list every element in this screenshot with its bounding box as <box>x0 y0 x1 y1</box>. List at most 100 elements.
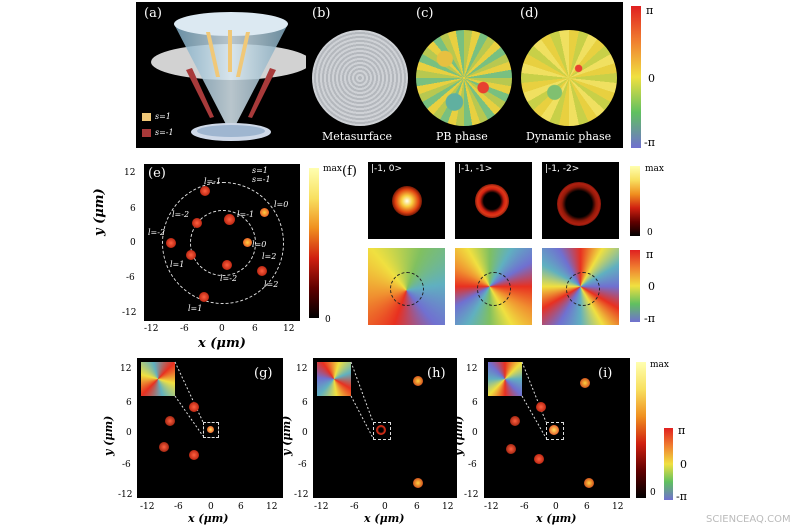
phase-f-mid: 0 <box>648 280 655 293</box>
f-phase-2 <box>455 248 532 325</box>
intensity-f-max: max <box>645 164 664 174</box>
e-ytick: 6 <box>130 204 136 214</box>
panel-c: (c) PB phase <box>412 2 516 148</box>
metasurface-caption: Metasurface <box>322 130 393 143</box>
i-ylabel: y (μm) <box>452 415 465 456</box>
spot <box>510 416 520 426</box>
spot <box>376 425 386 435</box>
inset-phase <box>317 362 351 396</box>
f-intensity-1: (f) |-1, 0> <box>342 162 445 239</box>
intensity-colorbar-f <box>630 166 640 236</box>
spot <box>413 478 423 488</box>
intensity-e-max: max <box>323 164 342 174</box>
state-label: |-1, 0> <box>371 164 402 174</box>
e-xtick: 0 <box>219 324 225 334</box>
phase-f-max: π <box>646 248 654 261</box>
g-ytick: 0 <box>126 428 132 438</box>
inset-phase <box>141 362 175 396</box>
panel-i-label: (i) <box>598 366 613 381</box>
donut-ring <box>557 182 601 226</box>
spot-label: l=-1 <box>204 177 222 186</box>
inset-box <box>373 422 391 440</box>
phase-top-mid: 0 <box>648 72 655 85</box>
i-ytick: 12 <box>466 364 478 374</box>
g-xtick: 0 <box>208 502 214 512</box>
spot <box>549 425 559 435</box>
watermark: SCIENCEAQ.COM <box>706 514 791 525</box>
spot-label: l=1 <box>170 260 185 269</box>
h-ylabel: y (μm) <box>280 415 293 456</box>
panel-f-label: (f) <box>342 164 357 179</box>
phase-colorbar-top <box>631 6 641 148</box>
i-ytick: -6 <box>468 460 477 470</box>
e-ylabel: y (μm) <box>92 188 107 236</box>
intensity-bottom-min: 0 <box>650 488 656 498</box>
spot <box>534 454 544 464</box>
legend-e-s1: s=1 <box>252 166 268 175</box>
i-xtick: 12 <box>612 502 624 512</box>
g-ytick: 6 <box>126 398 132 408</box>
spot-label: l=0 <box>274 200 289 209</box>
h-xtick: -12 <box>314 502 329 512</box>
spot <box>260 208 269 217</box>
intensity-colorbar-bottom <box>636 362 646 498</box>
h-ytick: -6 <box>298 460 307 470</box>
i-ytick: 0 <box>472 428 478 438</box>
inset-leader-lines <box>350 361 374 439</box>
legend-s1-label: s=1 <box>155 112 171 121</box>
g-xtick: 6 <box>238 502 244 512</box>
i-xtick: 0 <box>553 502 559 512</box>
g-ytick: 12 <box>120 364 132 374</box>
dashed-circle <box>566 272 600 306</box>
spot <box>159 442 169 452</box>
legend-s-1-label: s=-1 <box>155 128 174 137</box>
h-xtick: -6 <box>350 502 359 512</box>
h-ytick: 12 <box>296 364 308 374</box>
inset-box <box>546 422 564 440</box>
g-ylabel: y (μm) <box>102 415 115 456</box>
inset-leader-lines <box>174 361 204 437</box>
e-xtick: 12 <box>283 324 295 334</box>
spot <box>257 266 267 276</box>
g-xlabel: x (μm) <box>188 512 229 525</box>
e-ytick: -6 <box>126 273 135 283</box>
legend-s-1-swatch <box>142 129 151 137</box>
inset-box <box>203 422 219 438</box>
spot <box>166 238 176 248</box>
intensity-colorbar-e <box>309 168 319 318</box>
h-xtick: 6 <box>414 502 420 512</box>
dashed-circle <box>390 272 424 306</box>
e-ytick: 12 <box>124 168 136 178</box>
spot-label: l=-2 <box>172 210 190 219</box>
phase-bottom-max: π <box>678 424 686 437</box>
e-xtick: 6 <box>252 324 258 334</box>
spot-label: l=2 <box>264 280 279 289</box>
g-xtick: 12 <box>266 502 278 512</box>
i-xtick: 6 <box>584 502 590 512</box>
spot <box>584 478 594 488</box>
f-intensity-2: |-1, -1> <box>455 162 532 239</box>
i-xlabel: x (μm) <box>536 512 577 525</box>
legend-s1-swatch <box>142 113 151 121</box>
dynamic-phase-caption: Dynamic phase <box>526 130 612 143</box>
spot <box>413 376 423 386</box>
spot <box>192 218 202 228</box>
spot <box>186 250 196 260</box>
h-ytick: 6 <box>302 398 308 408</box>
phase-f-min: -π <box>644 312 655 325</box>
f-phase-3 <box>542 248 619 325</box>
panel-a-label: (a) <box>144 6 162 21</box>
i-ytick: 6 <box>472 398 478 408</box>
spot <box>224 214 235 225</box>
h-xtick: 12 <box>442 502 454 512</box>
spot-label: l=2 <box>262 252 277 261</box>
panel-g: (g) <box>137 358 283 498</box>
e-ytick: -12 <box>122 308 137 318</box>
spot <box>189 450 199 460</box>
panel-c-label: (c) <box>416 6 434 21</box>
h-ytick: 0 <box>302 428 308 438</box>
panel-e: (e) s=1 s=-1 l=-1 l=-2 l=-1 l=0 l=-2 l=0… <box>144 164 300 321</box>
g-xtick: -12 <box>140 502 155 512</box>
panel-d-label: (d) <box>520 6 539 21</box>
spot <box>222 260 232 270</box>
